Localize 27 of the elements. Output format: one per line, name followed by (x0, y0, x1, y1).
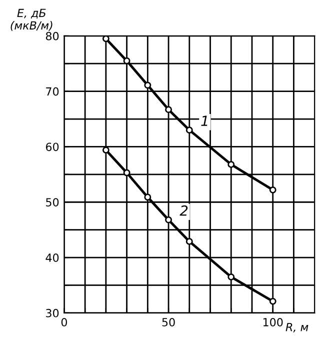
point (144, 82, 152, 89)
point (102, 36, 110, 42)
point (165, 216, 172, 224)
point (165, 106, 172, 114)
point (102, 146, 110, 154)
x-tick-label: 50 (162, 318, 175, 326)
y-axis-title: E, дБ (мкВ/м) (10, 8, 52, 31)
point (123, 57, 130, 64)
point (269, 186, 276, 194)
x-axis-title: R, м (286, 322, 308, 332)
point (269, 298, 276, 305)
annotation: 2 (180, 205, 188, 216)
y-tick-label: 50 (46, 198, 59, 206)
annotation: 1 (201, 116, 208, 126)
point (186, 126, 193, 134)
y-tick-label: 30 (46, 308, 59, 318)
point (144, 194, 152, 201)
x-tick-label: 0 (61, 318, 67, 326)
y-tick-label: 80 (46, 32, 59, 40)
point (228, 160, 235, 168)
x-tick-label: 100 (263, 318, 283, 326)
y-tick-label: 70 (46, 87, 59, 96)
y-tick-label: 60 (46, 142, 59, 152)
point (186, 238, 193, 245)
point (123, 169, 130, 176)
y-tick-label: 40 (46, 254, 59, 262)
point (228, 273, 235, 280)
